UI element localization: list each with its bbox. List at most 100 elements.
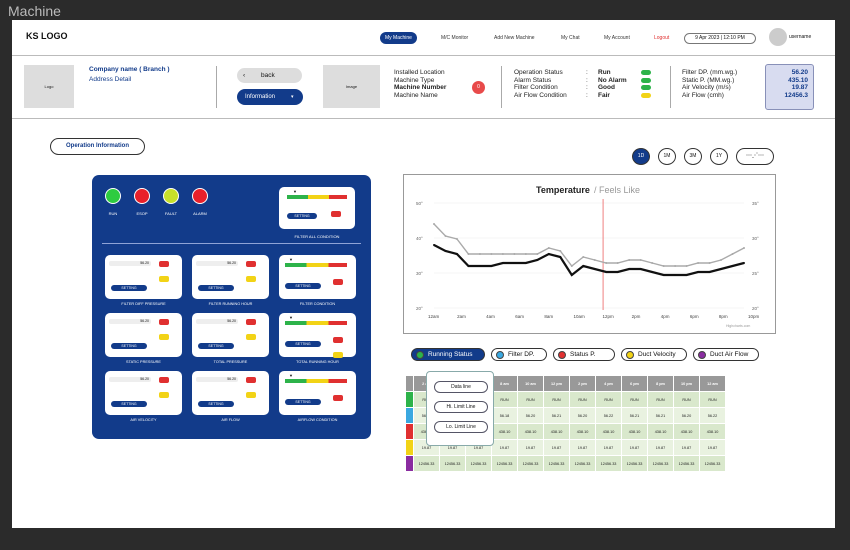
range-1y-button[interactable]: 1Y — [710, 148, 728, 165]
information-dropdown[interactable]: Information ▾ — [237, 89, 303, 105]
range-1m-button[interactable]: 1M — [658, 148, 676, 165]
app-canvas: KS LOGO My Machine M/C Monitor Add New M… — [12, 20, 835, 528]
status-dot — [641, 85, 651, 90]
date-range-picker[interactable]: ⋯⋰⋯ — [736, 148, 774, 165]
row-color-swatch — [405, 407, 414, 424]
menu-lo-limit-line[interactable]: Lo. Limit Line — [434, 421, 488, 433]
menu-data-line[interactable]: Data line — [434, 381, 488, 393]
series-point — [536, 259, 539, 261]
table-cell: 438.10 — [699, 423, 726, 440]
legend-dot — [416, 351, 424, 359]
series-point — [478, 265, 481, 267]
company-name: Company name ( Branch ) — [89, 66, 170, 73]
indicator-label: ALARM — [193, 211, 207, 216]
sensor-caption: AIR FLOW — [221, 418, 240, 422]
status-led — [159, 392, 169, 398]
setting-button[interactable]: SETTING — [198, 285, 234, 291]
table-cell: 12456.33 — [413, 455, 440, 472]
avatar[interactable] — [769, 28, 787, 46]
legend-toggle[interactable]: Running Status — [411, 348, 485, 361]
machine-labels: Installed Location Machine Type Machine … — [394, 69, 446, 99]
table-header-cell — [405, 375, 414, 392]
legend-toggle[interactable]: Filter DP. — [491, 348, 547, 361]
table-cell: RUN — [647, 391, 674, 408]
series-point — [651, 271, 654, 273]
nav-add-new-machine[interactable]: Add New Machine — [494, 35, 535, 41]
table-cell: 56.20 — [517, 407, 544, 424]
row-color-swatch — [405, 455, 414, 472]
table-row: 12456.33 12456.33 12456.33 12456.33 12456.33… — [405, 455, 726, 472]
series-point — [536, 253, 539, 255]
menu-hi-limit-line[interactable]: Hi. Limit Line — [434, 401, 488, 413]
table-cell: 56.20 — [673, 407, 700, 424]
y-tick-left: 40° — [416, 236, 423, 241]
legend-toggle[interactable]: Status P. — [553, 348, 615, 361]
series-point — [743, 262, 745, 264]
series-point — [559, 250, 562, 252]
nav-logout[interactable]: Logout — [654, 35, 670, 41]
setting-button[interactable]: SETTING — [285, 399, 321, 405]
condition-scale — [287, 195, 347, 199]
status-dot — [641, 70, 651, 75]
sensor-value: 56.20 — [196, 377, 238, 382]
series-point — [513, 253, 516, 255]
table-cell: 438.10 — [621, 423, 648, 440]
nav-my-account[interactable]: My Account — [604, 35, 630, 41]
setting-button[interactable]: SETTING — [111, 401, 147, 407]
sensor-card: 56.20 SETTING — [192, 371, 269, 415]
nav-my-chat[interactable]: My Chat — [561, 35, 580, 41]
sensor-card: ▼ SETTING — [279, 255, 356, 299]
series-point — [455, 238, 458, 240]
x-tick: 4pm — [661, 314, 670, 319]
status-led — [246, 319, 256, 325]
series-point — [697, 262, 700, 264]
operation-information-button[interactable]: Operation Information — [50, 138, 145, 155]
table-cell: 56.22 — [595, 407, 622, 424]
table-cell: 438.10 — [595, 423, 622, 440]
nav-mc-monitor[interactable]: M/C Monitor — [441, 35, 469, 41]
setting-button[interactable]: SETTING — [198, 343, 234, 349]
table-cell: 12456.33 — [595, 455, 622, 472]
setting-button[interactable]: SETTING — [287, 213, 317, 219]
series-point — [501, 262, 504, 264]
status-led — [159, 377, 169, 383]
chart-title-suffix: / Feels Like — [594, 185, 640, 195]
x-tick: 6am — [515, 314, 524, 319]
nav-my-machine[interactable]: My Machine — [380, 32, 417, 44]
setting-button[interactable]: SETTING — [285, 283, 321, 289]
machine-image-placeholder: Image — [323, 65, 380, 108]
back-button[interactable]: ‹ back — [237, 68, 302, 83]
series-line — [433, 244, 745, 277]
setting-button[interactable]: SETTING — [285, 341, 321, 347]
range-1d-button[interactable]: 1D — [632, 148, 650, 165]
sensor-card: 56.20 SETTING — [105, 371, 182, 415]
chevron-down-icon: ▾ — [291, 94, 294, 100]
table-header-cell: 8 pm — [647, 375, 674, 392]
setting-button[interactable]: SETTING — [198, 401, 234, 407]
machine-panel: RUN ESOP FAULT ALARM ▼ SETTING FILTER ALL C… — [92, 175, 371, 439]
y-tick-right: 20° — [752, 306, 759, 311]
legend-toggle[interactable]: Duct Velocity — [621, 348, 687, 361]
status-led — [333, 337, 343, 343]
chevron-left-icon: ‹ — [243, 72, 246, 79]
range-3m-button[interactable]: 3M — [684, 148, 702, 165]
marker-icon: ▼ — [289, 373, 293, 378]
x-tick: 8am — [544, 314, 553, 319]
table-header-cell: 12 pm — [543, 375, 570, 392]
status-row: Filter Condition: Good — [514, 84, 664, 92]
setting-button[interactable]: SETTING — [111, 343, 147, 349]
series-point — [582, 256, 585, 258]
sensor-caption: FILTER RUNNING HOUR — [208, 302, 253, 306]
table-cell: 19.87 — [699, 439, 726, 456]
filter-all-condition-caption: FILTER ALL CONDITION — [294, 234, 340, 239]
status-label: Air Flow Condition — [514, 91, 567, 99]
table-cell: 56.20 — [569, 407, 596, 424]
notification-badge[interactable]: 0 — [472, 81, 485, 94]
legend-toggle[interactable]: Duct Air Flow — [693, 348, 759, 361]
series-point — [559, 256, 562, 258]
table-cell: RUN — [673, 391, 700, 408]
setting-button[interactable]: SETTING — [111, 285, 147, 291]
table-cell: 438.10 — [569, 423, 596, 440]
chart-title: Temperature — [536, 185, 590, 195]
indicator-light — [105, 188, 121, 204]
